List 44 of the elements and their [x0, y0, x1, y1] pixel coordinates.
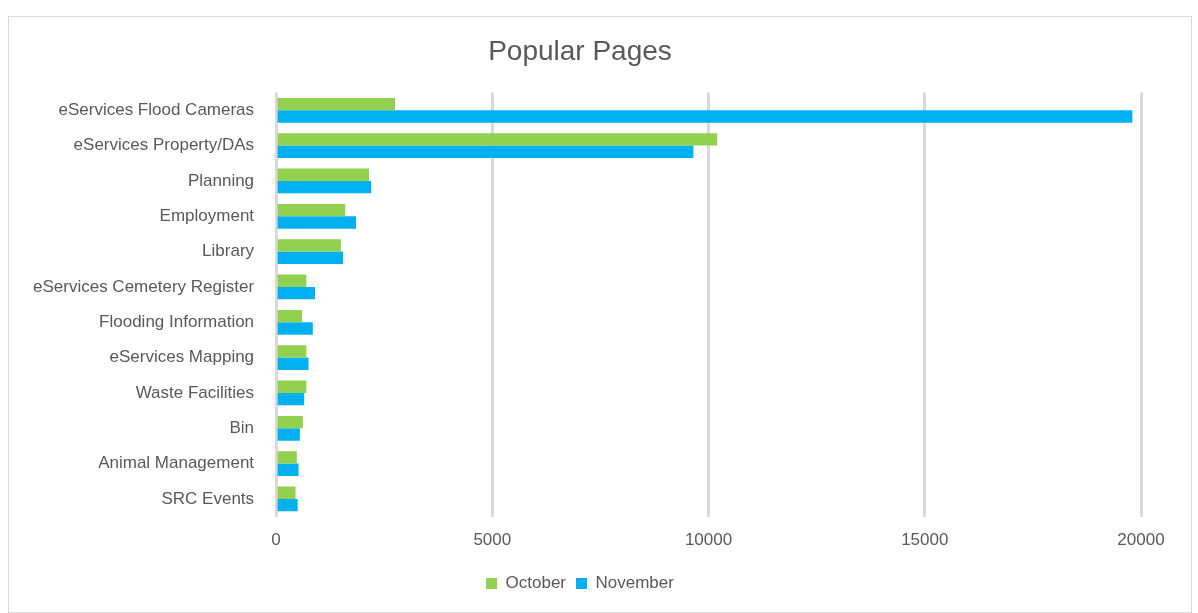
- bar: [277, 239, 341, 252]
- y-tick-label: SRC Events: [161, 488, 255, 508]
- y-tick-label: Employment: [159, 205, 255, 225]
- bar: [277, 110, 1133, 123]
- bar: [277, 345, 307, 358]
- bar: [277, 463, 299, 476]
- x-tick-label: 0: [271, 530, 281, 550]
- bar: [277, 168, 370, 181]
- bar: [277, 309, 303, 323]
- y-tick-label: Waste Facilities: [135, 382, 255, 402]
- y-tick-label: eServices Cemetery Register: [33, 276, 255, 296]
- bar: [277, 145, 694, 158]
- bar: [277, 486, 296, 499]
- bar: [277, 133, 718, 146]
- legend-label: November: [595, 573, 675, 593]
- x-tick-label: 10000: [684, 530, 733, 550]
- bar: [277, 203, 346, 217]
- y-tick-label: Flooding Information: [99, 311, 255, 331]
- y-tick-label: Animal Management: [98, 453, 255, 473]
- y-tick-label: eServices Flood Cameras: [58, 99, 255, 119]
- bar: [277, 451, 297, 464]
- bar: [277, 251, 344, 264]
- legend-label: October: [505, 573, 567, 593]
- bar: [277, 97, 395, 111]
- x-tick-label: 5000: [473, 530, 512, 550]
- x-tick-label: 15000: [901, 530, 949, 550]
- bar: [277, 357, 309, 370]
- bar: [277, 428, 300, 441]
- y-tick-label: eServices Property/DAs: [73, 135, 255, 155]
- bar: [277, 498, 298, 512]
- chart-title: Popular Pages: [488, 34, 672, 66]
- y-tick-label: Bin: [229, 417, 255, 437]
- bar: [277, 274, 307, 287]
- bar: [277, 380, 307, 393]
- bar: [277, 216, 357, 229]
- y-tick-label: Planning: [187, 170, 255, 190]
- bar: [277, 180, 372, 194]
- bar: [277, 322, 313, 335]
- bar: [277, 392, 305, 406]
- bar: [277, 415, 303, 429]
- y-tick-label: eServices Mapping: [109, 347, 255, 367]
- y-tick-label: Library: [202, 241, 255, 261]
- bar: [277, 286, 315, 300]
- x-tick-label: 20000: [1117, 530, 1165, 550]
